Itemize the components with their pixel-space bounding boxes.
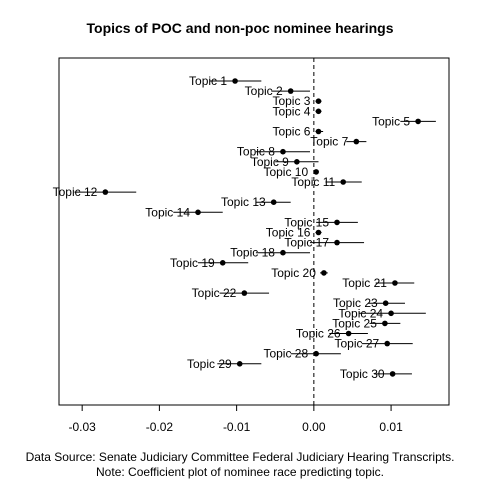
x-tick-label: -0.01 bbox=[223, 420, 251, 434]
caption-source: Data Source: Senate Judiciary Committee … bbox=[25, 450, 455, 464]
topic-4-point bbox=[315, 108, 322, 115]
topic-9-point bbox=[294, 159, 300, 165]
topic-11-point bbox=[340, 179, 346, 185]
topic-19-point bbox=[219, 260, 226, 266]
topic-5-label: Topic 5 bbox=[372, 114, 410, 128]
topic-29-label: Topic 29 bbox=[187, 357, 232, 371]
topic-2-point bbox=[287, 88, 294, 94]
topic-27-point bbox=[384, 340, 391, 347]
x-tick-label: -0.02 bbox=[146, 420, 174, 434]
topic-24-label: Topic 24 bbox=[338, 306, 383, 320]
topic-9-label: Topic 9 bbox=[251, 155, 289, 169]
topic-1-label: Topic 1 bbox=[189, 74, 227, 88]
topic-18-label: Topic 18 bbox=[230, 246, 275, 260]
topic-3-label: Topic 3 bbox=[272, 94, 310, 108]
topic-5-point bbox=[415, 118, 421, 125]
topic-21-point bbox=[392, 280, 398, 286]
topic-7-label: Topic 7 bbox=[310, 135, 348, 149]
topic-1-point bbox=[232, 78, 238, 84]
topic-6-point bbox=[315, 128, 322, 135]
topic-30-label: Topic 30 bbox=[340, 367, 385, 381]
topic-19-label: Topic 19 bbox=[170, 256, 215, 270]
topic-3-point bbox=[315, 98, 322, 104]
topic-17-point bbox=[334, 239, 340, 246]
topic-15-point bbox=[334, 219, 340, 226]
caption-note: Note: Coefficient plot of nominee race p… bbox=[96, 465, 384, 479]
topic-23-label: Topic 23 bbox=[333, 296, 378, 310]
topic-15-label: Topic 15 bbox=[284, 215, 329, 229]
plot-frame bbox=[58, 57, 450, 406]
topic-24-point bbox=[388, 310, 394, 317]
topic-23-point bbox=[382, 300, 389, 307]
topic-2-label: Topic 2 bbox=[245, 84, 283, 98]
topic-29-point bbox=[236, 361, 243, 367]
topic-8-point bbox=[280, 148, 286, 155]
chart-title: Topics of POC and non-poc nominee hearin… bbox=[86, 20, 394, 36]
topic-17-label: Topic 17 bbox=[284, 236, 329, 250]
topic-20-point bbox=[321, 270, 327, 276]
topic-18-point bbox=[280, 249, 286, 256]
topic-13-label: Topic 13 bbox=[221, 195, 266, 209]
topic-16-label: Topic 16 bbox=[266, 226, 311, 240]
topic-20-label: Topic 20 bbox=[271, 266, 316, 280]
topic-22-label: Topic 22 bbox=[192, 286, 237, 300]
topic-28-point bbox=[313, 350, 319, 357]
topic-4-label: Topic 4 bbox=[272, 104, 310, 118]
x-tick-label: 0.01 bbox=[379, 420, 403, 434]
topic-7-point bbox=[353, 138, 360, 145]
topic-12-label: Topic 12 bbox=[53, 185, 98, 199]
topic-25-label: Topic 25 bbox=[332, 316, 377, 330]
topic-13-point bbox=[270, 199, 277, 205]
topic-12-point bbox=[102, 189, 109, 195]
topic-14-label: Topic 14 bbox=[145, 205, 190, 219]
topic-30-point bbox=[389, 371, 396, 377]
topic-8-label: Topic 8 bbox=[237, 145, 275, 159]
topic-22-point bbox=[241, 290, 248, 296]
x-tick-label: -0.03 bbox=[68, 420, 96, 434]
topic-21-label: Topic 21 bbox=[342, 276, 387, 290]
topic-6-label: Topic 6 bbox=[272, 125, 310, 139]
topic-27-label: Topic 27 bbox=[335, 337, 380, 351]
topic-14-point bbox=[195, 209, 201, 216]
topic-10-point bbox=[313, 169, 319, 175]
topic-26-point bbox=[345, 330, 352, 337]
topic-10-label: Topic 10 bbox=[263, 165, 308, 179]
topic-25-point bbox=[382, 320, 388, 327]
topic-11-label: Topic 11 bbox=[291, 175, 335, 189]
x-tick-label: 0.00 bbox=[302, 420, 326, 434]
topic-28-label: Topic 28 bbox=[263, 347, 308, 361]
topic-26-label: Topic 26 bbox=[296, 327, 341, 341]
topic-16-point bbox=[315, 229, 322, 236]
